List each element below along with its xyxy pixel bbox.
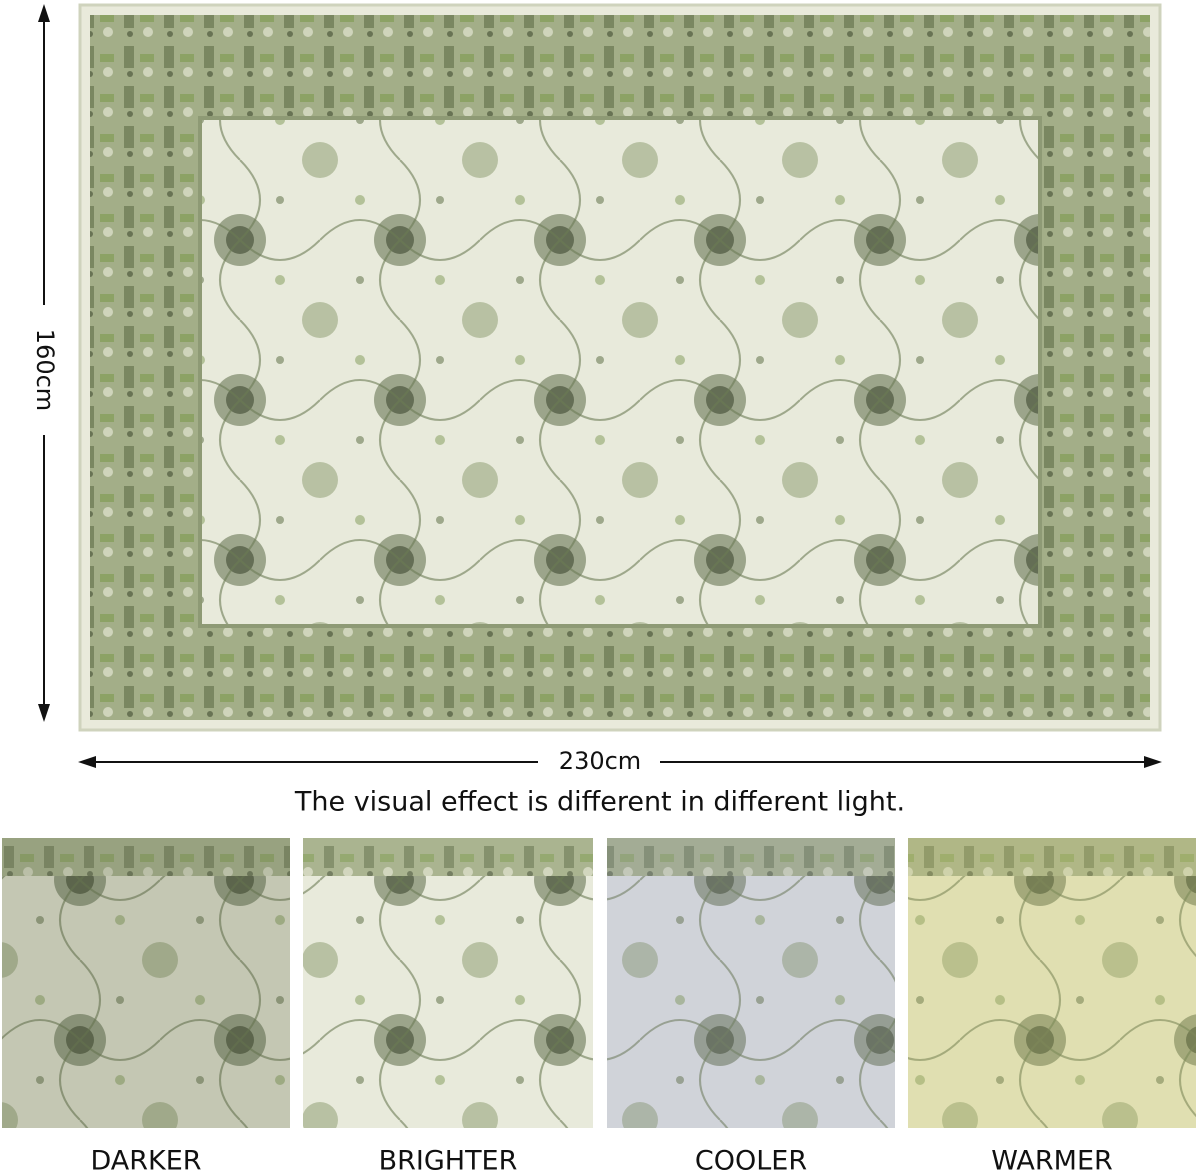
height-dimension: 160cm <box>31 4 59 722</box>
variant-label: DARKER <box>90 1146 201 1176</box>
width-label: 230cm <box>559 747 641 775</box>
variant-warmer: WARMER <box>908 838 1196 1176</box>
variant-brighter: BRIGHTER <box>303 838 593 1176</box>
variant-label: BRIGHTER <box>379 1146 518 1176</box>
width-dimension: 230cm <box>78 747 1162 775</box>
rug <box>78 3 1162 732</box>
height-label: 160cm <box>31 329 59 411</box>
variant-label: WARMER <box>991 1146 1113 1176</box>
variant-label: COOLER <box>695 1146 807 1176</box>
variant-cooler: COOLER <box>607 838 895 1176</box>
variant-darker: DARKER <box>2 838 290 1176</box>
caption: The visual effect is different in differ… <box>294 787 905 818</box>
